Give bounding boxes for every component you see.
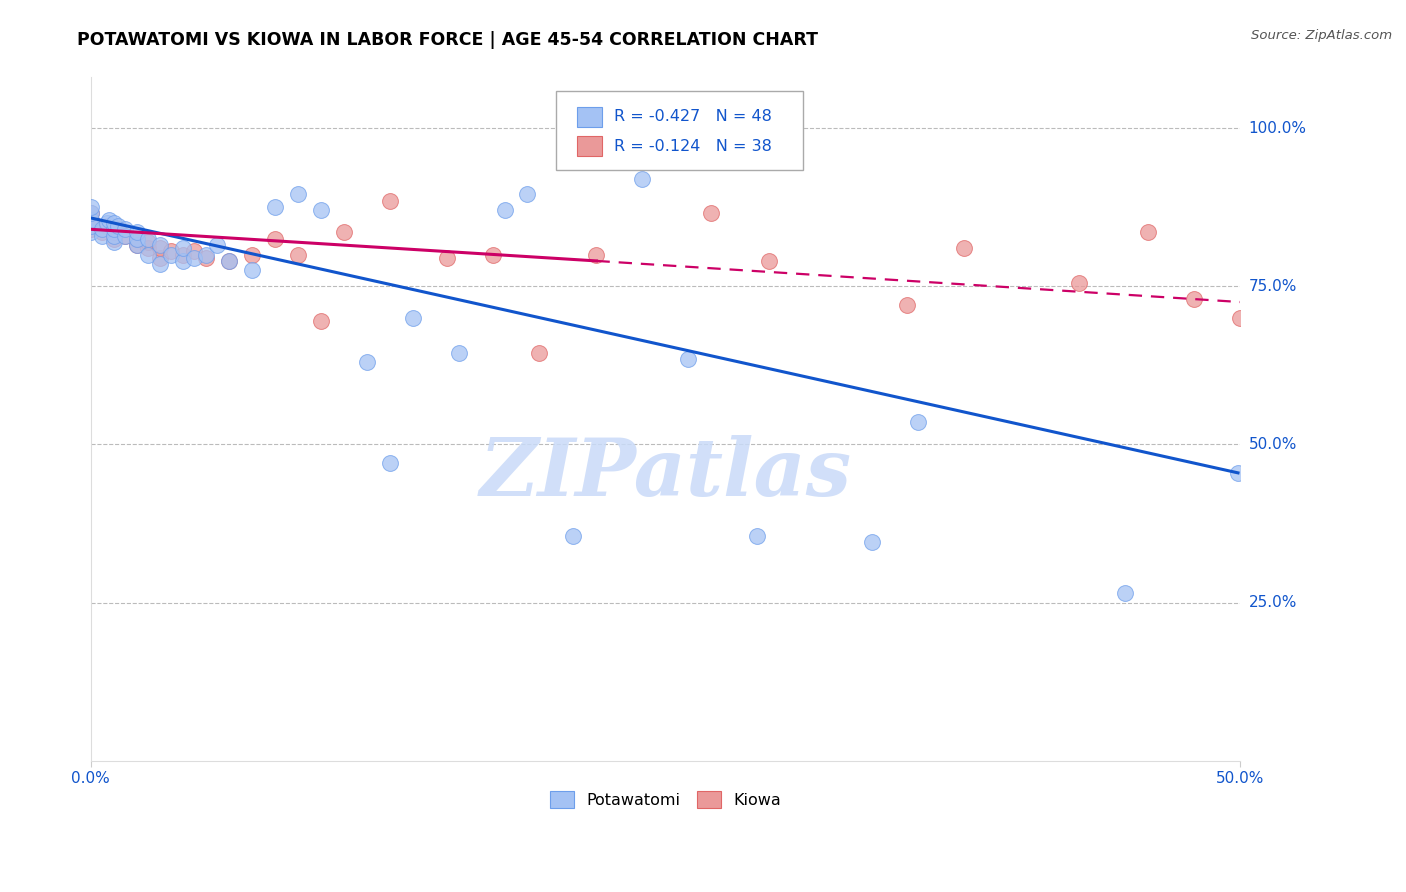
Point: [218, 254, 240, 268]
Text: 25.0%: 25.0%: [1249, 595, 1296, 610]
Text: R = -0.427   N = 48: R = -0.427 N = 48: [614, 110, 772, 124]
Point: [107, 222, 129, 236]
Point: [79, 219, 101, 233]
FancyBboxPatch shape: [576, 136, 602, 156]
Point: [160, 244, 183, 259]
Point: [136, 235, 159, 249]
Point: [678, 351, 700, 366]
Point: [585, 247, 607, 261]
Point: [79, 212, 101, 227]
Point: [79, 206, 101, 220]
Text: Source: ZipAtlas.com: Source: ZipAtlas.com: [1251, 29, 1392, 42]
Point: [96, 216, 118, 230]
Text: 50.0%: 50.0%: [1249, 437, 1296, 452]
Point: [1227, 466, 1250, 480]
Point: [1069, 276, 1091, 290]
Point: [747, 529, 769, 543]
Point: [79, 206, 101, 220]
FancyBboxPatch shape: [557, 91, 803, 169]
Point: [378, 456, 401, 470]
Point: [149, 257, 172, 271]
Point: [103, 235, 125, 249]
Text: POTAWATOMI VS KIOWA IN LABOR FORCE | AGE 45-54 CORRELATION CHART: POTAWATOMI VS KIOWA IN LABOR FORCE | AGE…: [77, 31, 818, 49]
Point: [287, 247, 309, 261]
Point: [447, 345, 470, 359]
Point: [240, 247, 263, 261]
Point: [149, 241, 172, 255]
Point: [125, 226, 148, 240]
Point: [401, 310, 423, 325]
Point: [194, 251, 217, 265]
Point: [1229, 310, 1251, 325]
Point: [79, 222, 101, 236]
Point: [136, 241, 159, 255]
Point: [125, 232, 148, 246]
Point: [183, 244, 205, 259]
Point: [194, 247, 217, 261]
Point: [125, 238, 148, 252]
Point: [79, 226, 101, 240]
Point: [240, 263, 263, 277]
Point: [860, 535, 883, 549]
Point: [136, 247, 159, 261]
Legend: Potawatomi, Kiowa: Potawatomi, Kiowa: [544, 785, 787, 814]
Point: [631, 171, 654, 186]
Point: [149, 238, 172, 252]
Point: [494, 203, 516, 218]
Point: [98, 212, 121, 227]
FancyBboxPatch shape: [576, 107, 602, 128]
Point: [114, 228, 136, 243]
Point: [758, 254, 780, 268]
Point: [1114, 586, 1136, 600]
Point: [309, 314, 332, 328]
Point: [172, 247, 194, 261]
Point: [516, 187, 538, 202]
Text: 100.0%: 100.0%: [1249, 120, 1306, 136]
Point: [356, 355, 378, 369]
Point: [107, 219, 129, 233]
Point: [172, 241, 194, 255]
Point: [103, 232, 125, 246]
Point: [482, 247, 505, 261]
Point: [700, 206, 723, 220]
Point: [205, 238, 228, 252]
Point: [332, 226, 354, 240]
Point: [103, 228, 125, 243]
Point: [953, 241, 976, 255]
Point: [91, 228, 114, 243]
Point: [287, 187, 309, 202]
Point: [172, 254, 194, 268]
Point: [125, 238, 148, 252]
Point: [114, 222, 136, 236]
Point: [218, 254, 240, 268]
Text: ZIPatlas: ZIPatlas: [479, 435, 852, 513]
Point: [436, 251, 458, 265]
Point: [103, 226, 125, 240]
Point: [103, 222, 125, 236]
Point: [378, 194, 401, 208]
Point: [103, 216, 125, 230]
Point: [91, 222, 114, 236]
Point: [149, 251, 172, 265]
Point: [125, 232, 148, 246]
Point: [1182, 292, 1205, 306]
Point: [896, 298, 918, 312]
Point: [91, 226, 114, 240]
Point: [79, 212, 101, 227]
Point: [79, 200, 101, 214]
Point: [263, 200, 285, 214]
Text: 75.0%: 75.0%: [1249, 278, 1296, 293]
Point: [183, 251, 205, 265]
Point: [114, 228, 136, 243]
Point: [96, 219, 118, 233]
Point: [562, 529, 585, 543]
Point: [907, 415, 929, 429]
Text: R = -0.124   N = 38: R = -0.124 N = 38: [614, 138, 772, 153]
Point: [160, 247, 183, 261]
Point: [1137, 226, 1160, 240]
Point: [263, 232, 285, 246]
Point: [527, 345, 550, 359]
Point: [309, 203, 332, 218]
Point: [136, 232, 159, 246]
